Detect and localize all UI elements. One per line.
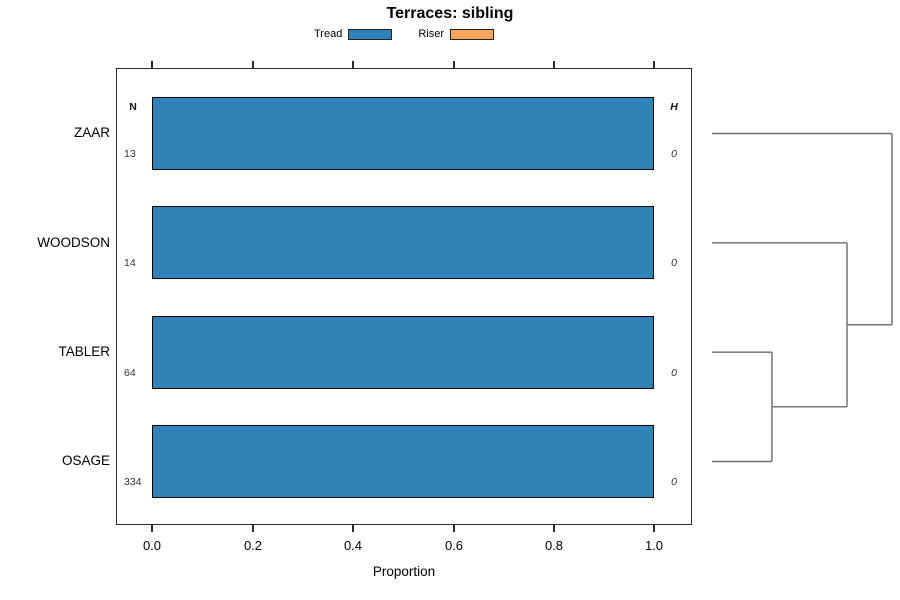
- x-tick-label: 1.0: [644, 538, 664, 553]
- x-axis-tick-top: [151, 61, 153, 68]
- category-label-osage: OSAGE: [61, 453, 110, 468]
- h-value-woodson: 0: [671, 257, 677, 269]
- legend-item-tread: Tread: [314, 28, 393, 40]
- bar-tread-osage: [152, 425, 654, 498]
- h-value-osage: 0: [671, 476, 677, 488]
- legend-swatch-riser: [450, 28, 494, 40]
- legend: Tread Riser: [116, 26, 692, 42]
- bar-tread-zaar: [152, 97, 654, 170]
- x-axis-tick-bottom: [453, 525, 455, 532]
- x-axis-tick-bottom: [252, 525, 254, 532]
- legend-item-riser: Riser: [418, 28, 494, 40]
- category-label-tabler: TABLER: [58, 344, 110, 359]
- x-axis-tick-top: [352, 61, 354, 68]
- x-axis-tick-top: [252, 61, 254, 68]
- h-column-header: H: [670, 101, 678, 113]
- x-tick-label: 0.0: [142, 538, 162, 553]
- x-axis-title: Proportion: [372, 564, 436, 579]
- n-value-tabler: 64: [124, 367, 136, 379]
- n-value-zaar: 13: [124, 148, 136, 160]
- n-column-header: N: [129, 101, 137, 113]
- x-axis-tick-top: [453, 61, 455, 68]
- x-tick-label: 0.8: [544, 538, 564, 553]
- h-value-tabler: 0: [671, 367, 677, 379]
- n-value-woodson: 14: [124, 257, 136, 269]
- x-axis-tick-bottom: [352, 525, 354, 532]
- x-tick-label: 0.6: [444, 538, 464, 553]
- chart-title: Terraces: sibling: [386, 5, 514, 22]
- x-axis-tick-bottom: [151, 525, 153, 532]
- x-axis-tick-top: [653, 61, 655, 68]
- x-axis-tick-bottom: [653, 525, 655, 532]
- legend-label-tread: Tread: [314, 28, 343, 40]
- x-tick-label: 0.2: [243, 538, 263, 553]
- x-tick-label: 0.4: [343, 538, 363, 553]
- x-axis-tick-top: [553, 61, 555, 68]
- h-value-zaar: 0: [671, 148, 677, 160]
- category-label-zaar: ZAAR: [73, 125, 110, 140]
- x-axis-tick-bottom: [553, 525, 555, 532]
- bar-tread-woodson: [152, 206, 654, 279]
- bar-tread-tabler: [152, 316, 654, 389]
- legend-swatch-tread: [348, 28, 393, 40]
- category-label-woodson: WOODSON: [37, 235, 110, 250]
- legend-label-riser: Riser: [418, 28, 444, 40]
- n-value-osage: 334: [124, 476, 142, 488]
